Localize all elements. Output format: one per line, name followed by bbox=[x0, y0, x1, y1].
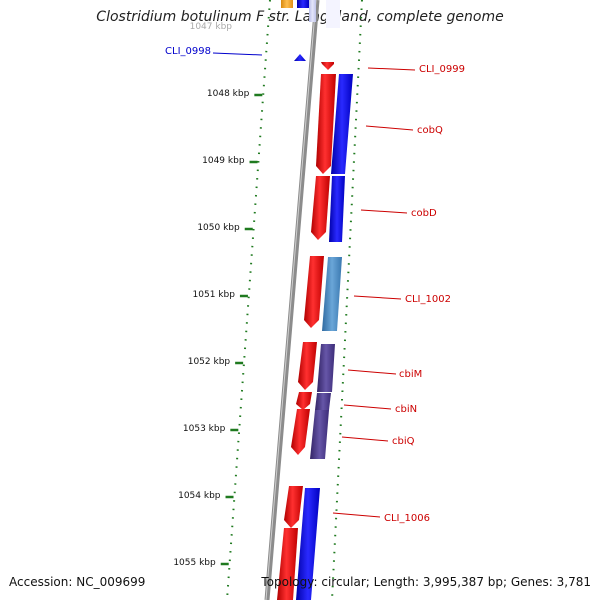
backbone-highlight bbox=[265, 0, 317, 600]
gene-paired-track bbox=[329, 176, 345, 242]
gene-cobD[interactable] bbox=[311, 176, 345, 242]
ruler-tick-label: 1054 kbp bbox=[178, 491, 221, 501]
gene-label-cbiQ[interactable]: cbiQ bbox=[392, 436, 415, 447]
gene-arrow bbox=[321, 62, 334, 70]
leader-cbiN bbox=[343, 404, 392, 410]
gene-paired-track bbox=[331, 74, 353, 174]
gene-cobQ[interactable] bbox=[316, 74, 353, 174]
ruler-tick-label: 1049 kbp bbox=[202, 156, 245, 166]
partial-orange-feature bbox=[281, 0, 293, 8]
ruler-tick-label: 1055 kbp bbox=[173, 558, 216, 568]
leader-cobD bbox=[360, 209, 408, 214]
gene-CLI_1006[interactable] bbox=[277, 486, 320, 600]
gene-label-cbiM[interactable]: cbiM bbox=[399, 369, 422, 380]
gene-label-CLI_1002[interactable]: CLI_1002 bbox=[405, 294, 451, 305]
leader-cbiM bbox=[347, 369, 397, 375]
leader-CLI_0998 bbox=[212, 52, 263, 56]
gene-paired-track bbox=[310, 410, 329, 459]
gene-arrow bbox=[311, 176, 330, 240]
genome-backbone bbox=[264, 0, 320, 600]
map-title: Clostridium botulinum F str. Langeland, … bbox=[96, 9, 504, 25]
partial-white-feature bbox=[326, 0, 340, 28]
gene-arrow-continuation bbox=[277, 528, 298, 600]
ruler-tick-label: 1048 kbp bbox=[207, 89, 250, 99]
ruler: 1047 kbp 1048 kbp 1049 kbp 1050 kbp 1051 kb… bbox=[173, 22, 263, 568]
gene-arrow bbox=[284, 486, 303, 528]
gene-arrow bbox=[298, 342, 317, 390]
gene-cbiN[interactable] bbox=[296, 392, 331, 410]
ruler-tick-label: 1051 kbp bbox=[193, 290, 236, 300]
gene-arrow bbox=[296, 392, 312, 410]
gene-arrow bbox=[304, 256, 324, 328]
top-partial-features bbox=[281, 0, 340, 28]
leader-cobQ bbox=[365, 125, 414, 131]
genome-info-label: Topology: circular; Length: 3,995,387 bp… bbox=[261, 575, 591, 589]
label-leader-lines bbox=[212, 52, 416, 518]
gene-arrow bbox=[291, 409, 310, 455]
leader-cbiQ bbox=[341, 436, 389, 442]
leader-CLI_1006 bbox=[332, 512, 381, 518]
gene-label-CLI_0998[interactable]: CLI_0998 bbox=[165, 46, 211, 57]
gene-label-cbiN[interactable]: cbiN bbox=[395, 404, 417, 415]
gene-CLI_0998[interactable] bbox=[294, 54, 306, 61]
gene-label-cobQ[interactable]: cobQ bbox=[417, 125, 443, 136]
gene-label-CLI_0999[interactable]: CLI_0999 bbox=[419, 64, 465, 75]
ruler-tick-label: 1053 kbp bbox=[183, 424, 226, 434]
gene-arrow bbox=[316, 74, 336, 174]
partial-pale-feature bbox=[309, 0, 316, 22]
gene-cbiQ[interactable] bbox=[291, 409, 329, 459]
leader-CLI_0999 bbox=[367, 67, 416, 71]
partial-blue-feature bbox=[297, 0, 309, 8]
gene-CLI_0999[interactable] bbox=[321, 62, 334, 70]
gene-label-CLI_1006[interactable]: CLI_1006 bbox=[384, 513, 430, 524]
ruler-top-partial-label: 1047 kbp bbox=[190, 22, 233, 32]
gene-arrow bbox=[294, 54, 306, 61]
ruler-tick-label: 1050 kbp bbox=[197, 223, 240, 233]
gene-CLI_1002[interactable] bbox=[304, 256, 342, 331]
gene-cbiM[interactable] bbox=[298, 342, 335, 392]
gene-paired-track bbox=[296, 488, 320, 600]
accession-label: Accession: NC_009699 bbox=[9, 575, 146, 589]
gene-paired-track bbox=[315, 393, 331, 410]
gene-label-cobD[interactable]: cobD bbox=[411, 208, 437, 219]
ruler-tick-label: 1052 kbp bbox=[188, 357, 231, 367]
gene-paired-track bbox=[322, 257, 342, 331]
gene-paired-track bbox=[317, 344, 335, 392]
leader-CLI_1002 bbox=[353, 295, 402, 300]
